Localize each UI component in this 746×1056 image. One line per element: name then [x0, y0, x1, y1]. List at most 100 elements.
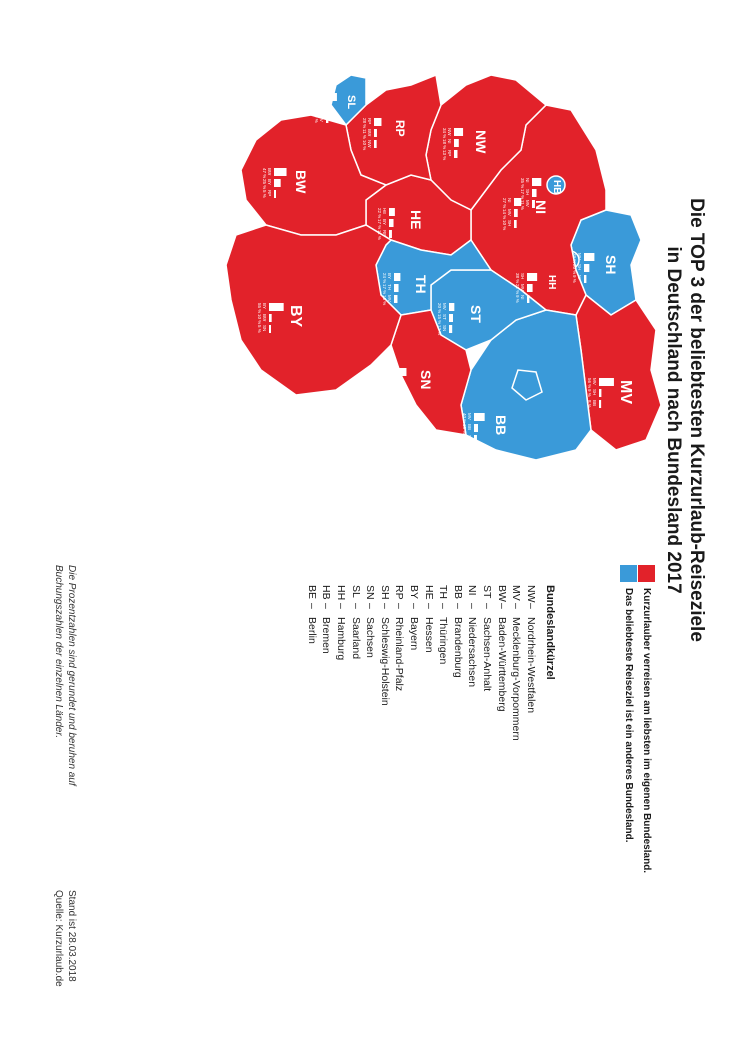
legend-name: Schleswig-Holstein: [378, 617, 391, 706]
bar-pct-BW-1: 25 %: [262, 179, 267, 189]
bar-dest-SH-1: SH: [577, 264, 582, 270]
legend-item-HH: HH – Hamburg: [334, 585, 349, 915]
bar-SH-2: [584, 275, 587, 283]
legend-name: Hessen: [422, 617, 435, 653]
bar-dest-SN-0: SN: [392, 368, 397, 374]
bar-HB-1: [532, 189, 537, 197]
legend-item-TH: TH – Thüringen: [436, 585, 451, 915]
bar-dest-HH-1: MV: [520, 284, 525, 291]
legend-abbr: NI: [466, 585, 479, 596]
bar-dest-BE-0: MV: [472, 468, 477, 475]
bar-dest-HB-2: MV: [525, 200, 530, 207]
state-HB: [546, 175, 566, 195]
bar-TH-0: [393, 273, 401, 281]
legend-abbr: BW: [495, 585, 508, 602]
legend-item-HE: HE – Hessen: [421, 585, 436, 915]
legend-abbr: HH: [334, 585, 347, 601]
bar-pct-NW-0: 34 %: [442, 128, 447, 138]
color-key: Kurzurlauber verreisen am liebsten im ei…: [620, 565, 656, 873]
bar-pct-SL-1: 13 %: [314, 104, 319, 114]
bar-BW-0: [273, 168, 287, 176]
legend-item-BW: BW – Baden-Württemberg: [494, 585, 509, 915]
legend-heading: Bundeslandkürzel: [544, 585, 556, 680]
legend-item-RP: RP – Rheinland-Pfalz: [392, 585, 407, 915]
bar-dest-RP-0: RP: [367, 118, 372, 124]
bar-dest-BY-1: BW: [262, 314, 267, 322]
bar-pct-SH-0: 39 %: [572, 253, 577, 263]
bar-BE-1: [479, 479, 485, 487]
legend-abbr: SN: [364, 585, 377, 600]
bar-pct-HB-0: 35 %: [520, 178, 525, 188]
legend-name: Baden-Württemberg: [495, 617, 508, 712]
bar-pct-NI-2: 10 %: [502, 220, 507, 230]
footnote-line-1: Die Prozentzahlen sind gerundet und beru…: [66, 565, 77, 786]
bar-pct-NI-0: 27 %: [502, 198, 507, 208]
bar-pct-TH-1: 17 %: [382, 284, 387, 294]
legend-item-SL: SL – Saarland: [348, 585, 363, 915]
bar-dest-TH-2: MV: [387, 295, 392, 302]
bar-dest-HB-1: SH: [525, 189, 530, 195]
bar-NW-1: [454, 139, 459, 147]
bar-HH-2: [526, 295, 530, 303]
legend-name: Thüringen: [437, 617, 450, 665]
abbreviation-legend: Bundeslandkürzel NW – Nordrhein-Westfalen M…: [305, 585, 556, 915]
key-home-text: Kurzurlauber verreisen am liebsten im ei…: [641, 588, 653, 874]
bar-pct-BE-1: 21 %: [467, 479, 472, 489]
bar-SL-1: [326, 104, 330, 112]
legend-dash: –: [393, 603, 406, 609]
bar-pct-MV-2: 8 %: [587, 400, 592, 408]
state-label-TH: TH: [413, 275, 429, 294]
bar-dest-SL-1: BY: [319, 104, 324, 110]
bar-TH-2: [394, 295, 398, 303]
key-swatch-other: [620, 565, 638, 582]
bar-pct-RP-1: 11 %: [362, 129, 367, 139]
bar-pct-MV-1: 9 %: [587, 389, 592, 397]
state-label-ST: ST: [468, 305, 484, 323]
bar-pct-BW-2: 5 %: [262, 190, 267, 198]
bar-dest-HE-2: RP: [382, 230, 387, 236]
state-BE: [511, 369, 543, 401]
bar-pct-HB-2: 11 %: [520, 200, 525, 210]
legend-name: Sachsen: [364, 617, 377, 658]
bar-BY-0: [268, 303, 284, 311]
bar-pct-BE-2: 12 %: [467, 490, 472, 500]
legend-dash: –: [378, 603, 391, 609]
bar-ST-1: [449, 314, 453, 322]
legend-item-BE: BE – Berlin: [305, 585, 320, 915]
bar-pct-SH-1: 20 %: [572, 264, 577, 274]
bar-dest-BE-2: SN: [472, 490, 477, 496]
bar-dest-BE-1: BB: [472, 479, 477, 485]
bar-dest-ST-2: SN: [442, 325, 447, 331]
bar-pct-RP-2: 10 %: [362, 140, 367, 150]
legend-dash: –: [466, 603, 479, 609]
state-label-RP: RP: [393, 120, 407, 137]
bar-dest-NW-1: NI: [447, 139, 452, 144]
bar-BY-2: [269, 325, 271, 333]
bar-dest-BW-1: BY: [267, 179, 272, 185]
legend-abbr: MV: [510, 585, 523, 601]
bar-dest-SL-2: MV: [319, 115, 324, 122]
bar-dest-MV-1: SH: [592, 389, 597, 395]
bar-NW-2: [453, 150, 458, 158]
legend-item-NI: NI – Niedersachsen: [465, 585, 480, 915]
bar-pct-BY-2: 5 %: [257, 325, 262, 333]
bar-BW-1: [273, 179, 281, 187]
legend-item-BB: BB – Brandenburg: [450, 585, 465, 915]
legend-item-BY: BY – Bayern: [407, 585, 422, 915]
state-label-BW: BW: [293, 170, 309, 194]
legend-abbr: BE: [305, 585, 318, 600]
legend-dash: –: [437, 603, 450, 609]
state-label-HB: HB: [551, 180, 562, 194]
legend-name: Sachsen-Anhalt: [480, 617, 493, 692]
bar-dest-BW-2: RP: [267, 190, 272, 196]
bar-dest-BY-0: BY: [262, 303, 267, 309]
bar-SN-2: [399, 390, 403, 398]
bar-dest-SH-0: MV: [577, 253, 582, 260]
legend-abbr: SH: [378, 585, 391, 600]
bar-pct-BE-0: 44 %: [467, 468, 472, 478]
key-row-home: Kurzurlauber verreisen am liebsten im ei…: [638, 565, 656, 873]
bar-pct-ST-2: 12 %: [437, 325, 442, 335]
legend-item-NW: NW – Nordrhein-Westfalen: [523, 585, 538, 915]
